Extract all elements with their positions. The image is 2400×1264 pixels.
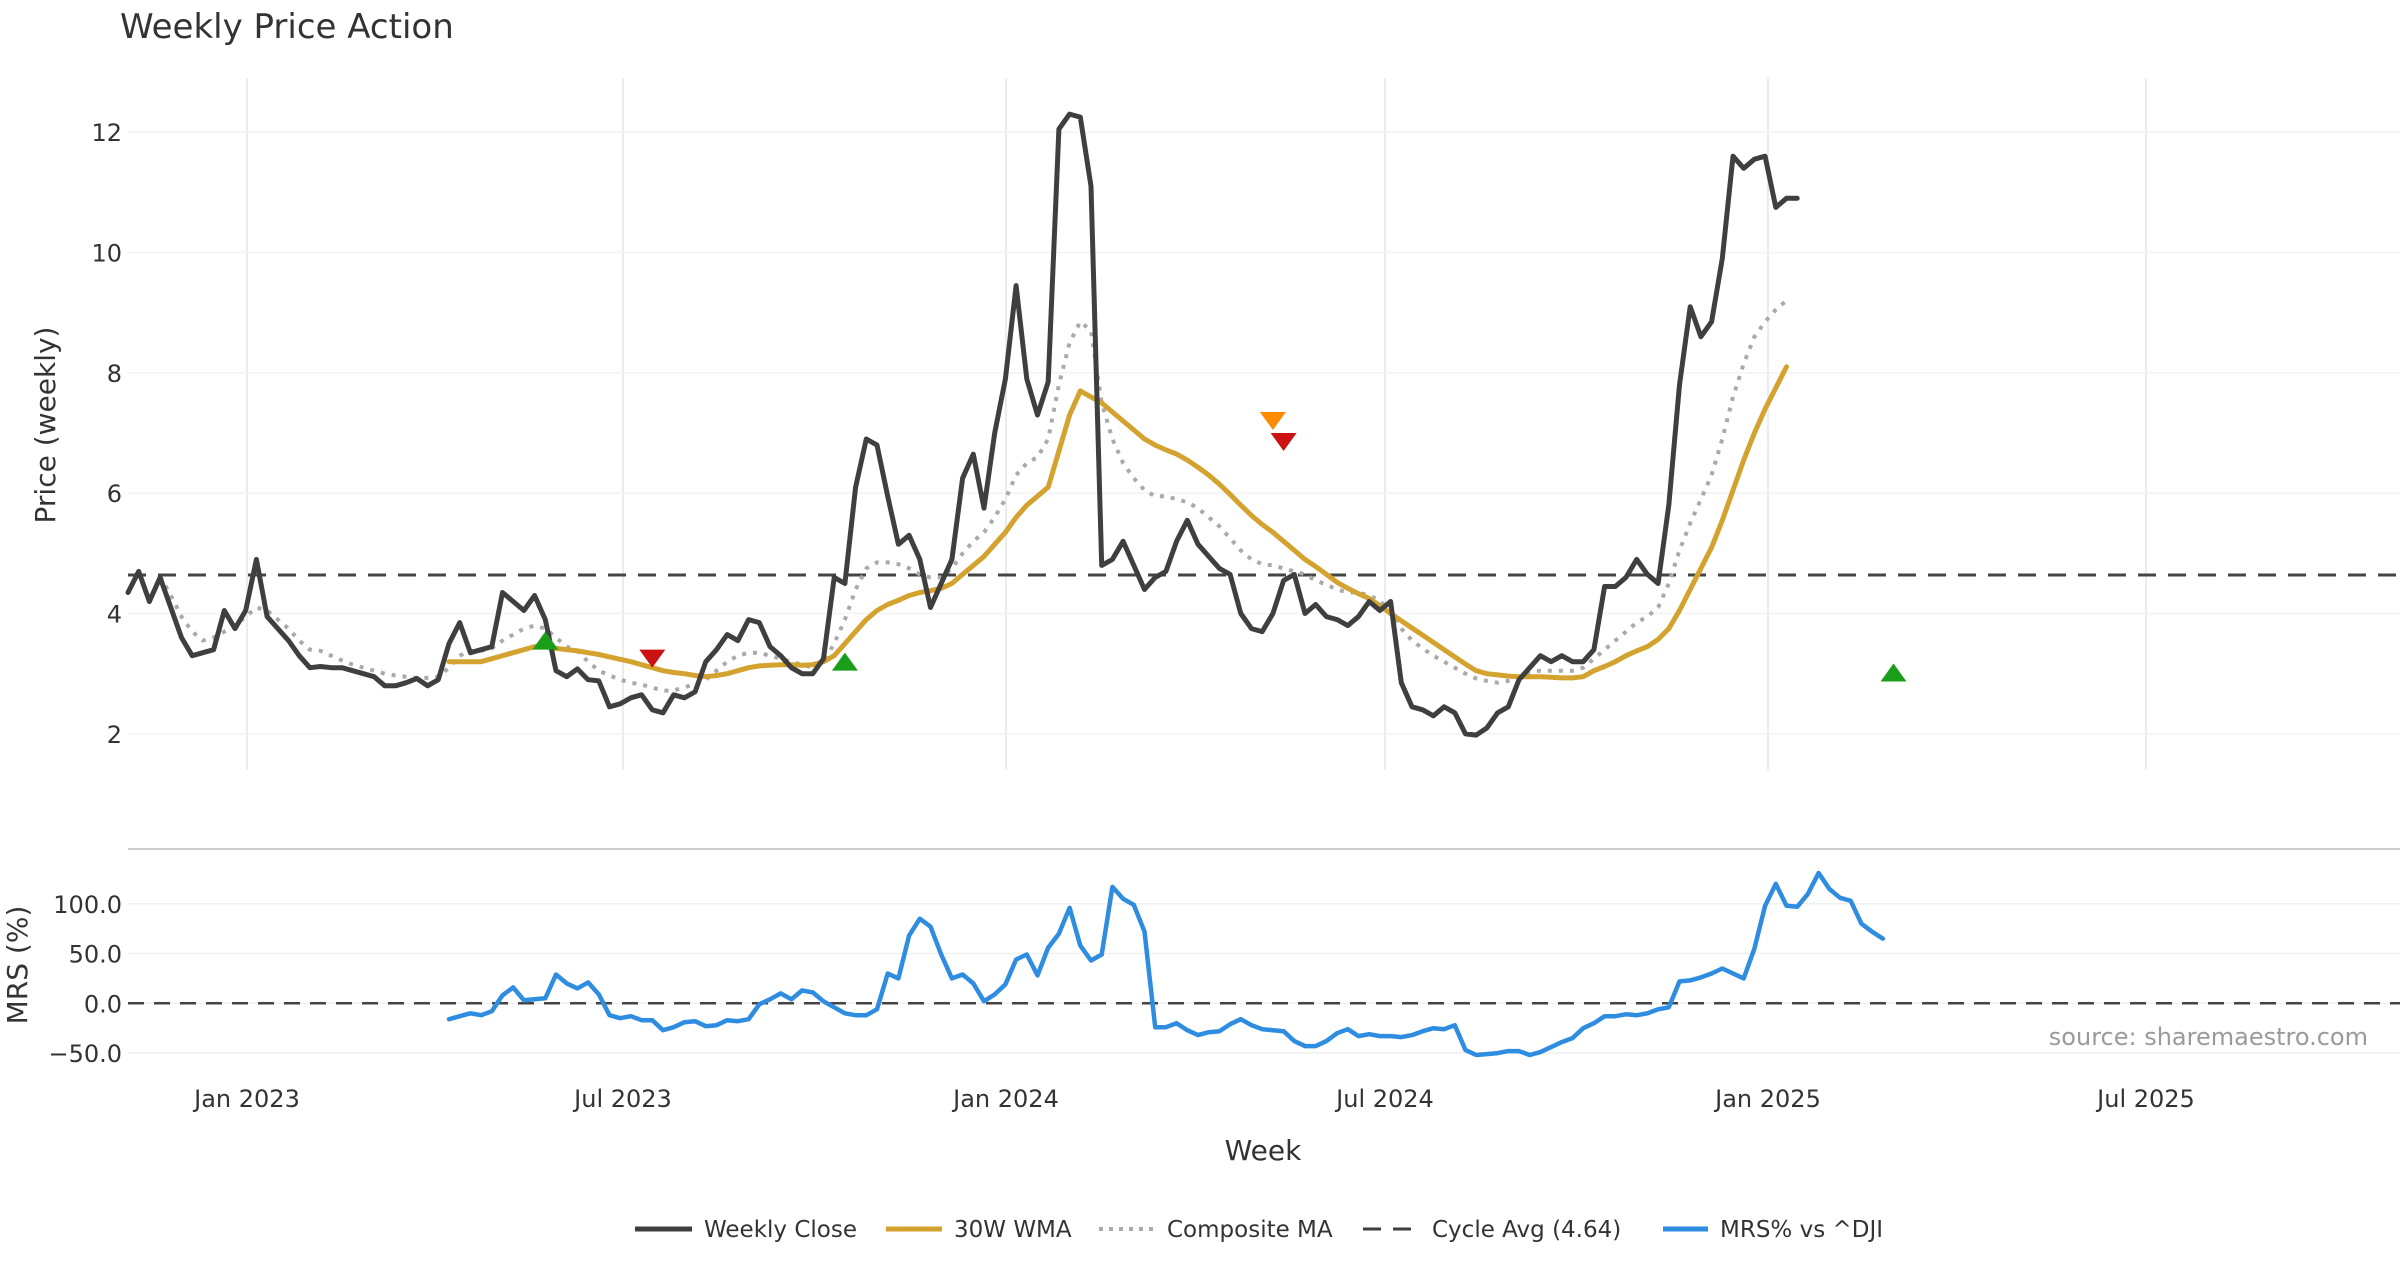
legend: Weekly Close 30W WMA Composite MA Cycle … — [635, 1217, 1883, 1243]
signal-marker-down-2 — [639, 649, 666, 668]
legend-item-30w-wma: 30W WMA — [886, 1217, 1072, 1243]
x-tick-jan-2024: Jan 2024 — [951, 1085, 1059, 1113]
price-panel — [125, 111, 2400, 738]
x-tick-jul-2024: Jul 2024 — [1334, 1085, 1434, 1113]
price-tick-8: 8 — [107, 360, 122, 388]
signal-marker-up-6 — [1880, 663, 1907, 682]
chart-title: Weekly Price Action — [120, 7, 454, 47]
legend-item-weekly-close: Weekly Close — [635, 1217, 857, 1243]
price-tick-2: 2 — [107, 721, 122, 749]
mrs-tick-50-0: 50.0 — [69, 941, 122, 969]
price-tick-4: 4 — [107, 601, 122, 629]
axis-ticks: Jan 2023 Jul 2023 Jan 2024 Jul 2024 Jan 2025… — [48, 119, 2194, 1113]
signal-marker-up-3 — [831, 652, 858, 671]
series-mrs-vs-dji — [446, 870, 1886, 1058]
x-axis-label: Week — [1225, 1134, 1302, 1167]
signal-marker-down-4 — [1259, 411, 1286, 430]
x-tick-jan-2025: Jan 2025 — [1713, 1085, 1821, 1113]
series-weekly-close — [125, 111, 1800, 738]
mrs-tick-100-0: 100.0 — [53, 891, 122, 919]
mrs-axis-label: MRS (%) — [1, 906, 34, 1025]
x-tick-jul-2023: Jul 2023 — [572, 1085, 672, 1113]
signal-marker-up-1 — [532, 631, 559, 650]
legend-item-composite-ma: Composite MA — [1099, 1217, 1333, 1243]
price-axis-label: Price (weekly) — [29, 327, 62, 524]
mrs-tick-50-0: −50.0 — [48, 1040, 122, 1068]
x-tick-jan-2023: Jan 2023 — [192, 1085, 300, 1113]
legend-item-mrs: MRS% vs ^DJI — [1663, 1217, 1883, 1243]
legend-label-cycle-avg: Cycle Avg (4.64) — [1432, 1217, 1621, 1243]
mrs-panel — [128, 870, 2400, 1058]
price-tick-6: 6 — [107, 480, 122, 508]
price-tick-12: 12 — [91, 119, 122, 147]
series-30w-wma — [446, 364, 1789, 681]
legend-label-mrs: MRS% vs ^DJI — [1720, 1217, 1883, 1243]
price-tick-10: 10 — [91, 240, 122, 268]
signal-marker-down-5 — [1270, 433, 1297, 452]
legend-item-cycle-avg: Cycle Avg (4.64) — [1363, 1217, 1621, 1243]
mrs-tick-0-0: 0.0 — [84, 990, 122, 1018]
source-credit: source: sharemaestro.com — [2049, 1023, 2368, 1051]
gridlines — [128, 78, 2400, 1054]
legend-label-composite-ma: Composite MA — [1167, 1217, 1333, 1243]
x-tick-jul-2025: Jul 2025 — [2095, 1085, 2195, 1113]
legend-label-weekly-close: Weekly Close — [704, 1217, 857, 1243]
legend-label-30w-wma: 30W WMA — [954, 1217, 1072, 1243]
